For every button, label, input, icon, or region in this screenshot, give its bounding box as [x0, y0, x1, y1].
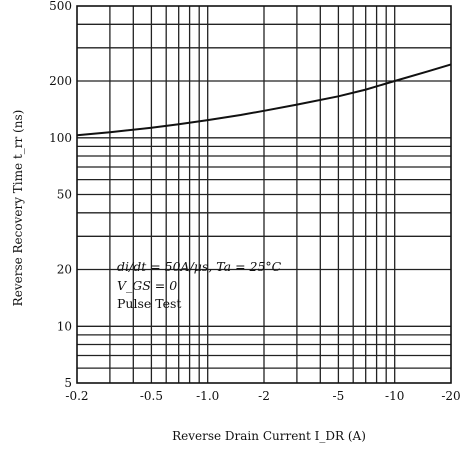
annotation-vgs: V_GS = 0	[117, 278, 177, 293]
series-line-trr	[76, 63, 452, 137]
x-tick-label: -0.2	[65, 389, 88, 403]
y-tick-label: 10	[57, 319, 72, 333]
y-tick-label: 20	[57, 263, 72, 277]
grid-lines	[77, 6, 451, 383]
annotation-conditions: di/dt = 50A/μs, Ta = 25°C	[117, 259, 282, 274]
x-tick-label: -2	[258, 389, 270, 403]
y-tick-label: 500	[49, 0, 72, 13]
y-tick-label: 50	[57, 188, 72, 202]
x-tick-label: -10	[385, 389, 404, 403]
y-tick-label: 100	[49, 131, 72, 145]
y-tick-labels: 500 200 100 50 20 10 5	[49, 0, 72, 390]
x-tick-label: -20	[441, 389, 460, 403]
plot-frame	[76, 5, 452, 384]
y-tick-label: 5	[64, 376, 72, 390]
y-tick-label: 200	[49, 74, 72, 88]
x-tick-label: -1.0	[196, 389, 219, 403]
x-axis-label: Reverse Drain Current I_DR (A)	[172, 429, 366, 443]
annotation-pulse-test: Pulse Test	[117, 296, 181, 311]
x-tick-label: -0.5	[140, 389, 163, 403]
x-tick-labels: -0.2 -0.5 -1.0 -2 -5 -10 -20	[65, 389, 460, 403]
y-axis-label: Reverse Recovery Time t_rr (ns)	[11, 110, 25, 307]
x-tick-label: -5	[333, 389, 345, 403]
